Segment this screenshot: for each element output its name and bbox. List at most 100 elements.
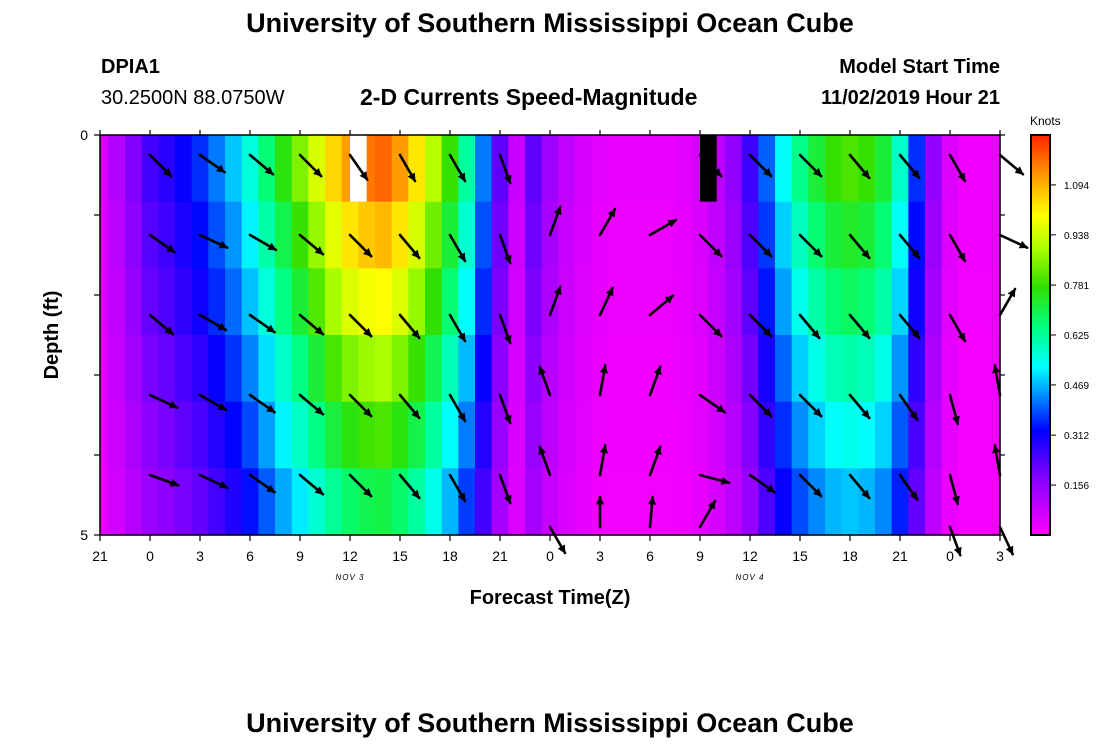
y-axis: 05 xyxy=(80,127,1005,543)
current-arrow xyxy=(848,233,871,260)
model-start-label: Model Start Time xyxy=(839,56,1000,78)
heatmap-cell xyxy=(675,335,693,403)
heatmap-cell xyxy=(741,335,759,403)
heatmap-cell xyxy=(325,268,343,336)
current-arrow xyxy=(948,525,962,557)
heatmap-cell xyxy=(658,468,676,536)
heatmap-cell xyxy=(391,135,409,203)
x-tick-label: 0 xyxy=(146,548,154,564)
heatmap-cell xyxy=(941,468,959,536)
current-arrow xyxy=(448,393,467,423)
heatmap-cell xyxy=(958,268,976,336)
x-axis: 21 0 3 6 9 12 15 18 21 0 3 6 9 12 15 18 21 0 3 NOV 3 NOV 4 xyxy=(92,130,1004,582)
heatmap-cell xyxy=(575,268,593,336)
heatmap-cell xyxy=(125,468,143,536)
heatmap-cell xyxy=(275,135,293,203)
heatmap-cell xyxy=(875,468,893,536)
current-arrow xyxy=(698,393,726,414)
heatmap-cell xyxy=(175,268,193,336)
current-arrow xyxy=(248,473,276,494)
heatmap-cell xyxy=(158,268,176,336)
heatmap-cell xyxy=(841,401,859,469)
heatmap-cell xyxy=(741,268,759,336)
heatmap-cell xyxy=(575,135,593,203)
current-arrow xyxy=(348,473,373,498)
heatmap-cell xyxy=(508,135,526,203)
current-arrow xyxy=(898,313,921,340)
x-tick-label: 0 xyxy=(546,548,554,564)
heatmap-cell xyxy=(225,201,243,269)
current-arrow xyxy=(948,473,960,506)
x-tick-label: 18 xyxy=(842,548,858,564)
heatmap-cell xyxy=(425,401,443,469)
heatmap-cell xyxy=(341,468,359,536)
heatmap-cell xyxy=(991,268,1001,336)
heatmap-cell xyxy=(825,201,843,269)
heatmap-cell xyxy=(175,201,193,269)
heatmap-cell xyxy=(925,201,943,269)
station-id: DPIA1 xyxy=(101,56,160,78)
heatmap-cell xyxy=(258,401,276,469)
current-arrow xyxy=(448,313,467,343)
current-arrow xyxy=(498,153,512,185)
heatmap-cell xyxy=(491,268,509,336)
heatmap-cell xyxy=(591,401,609,469)
heatmap-cell xyxy=(458,335,476,403)
heatmap-cell xyxy=(241,468,259,536)
heatmap-cell xyxy=(258,201,276,269)
heatmap-cell xyxy=(891,135,909,203)
heatmap-cell xyxy=(375,401,393,469)
heatmap-cell xyxy=(641,268,659,336)
heatmap-cell xyxy=(875,268,893,336)
heatmap-cell xyxy=(725,401,743,469)
heatmap-cell xyxy=(775,201,793,269)
heatmap-cell xyxy=(558,468,576,536)
heatmap-cell xyxy=(775,268,793,336)
heatmap-cell xyxy=(391,335,409,403)
heatmap-cell xyxy=(725,335,743,403)
current-arrow xyxy=(348,313,373,338)
heatmap-cell xyxy=(891,401,909,469)
heatmap-cell xyxy=(158,401,176,469)
heatmap-cell xyxy=(291,135,309,203)
heatmap-cell xyxy=(241,335,259,403)
heatmap-cell xyxy=(175,335,193,403)
heatmap-cell xyxy=(291,401,309,469)
heatmap-cell xyxy=(858,335,876,403)
heatmap-cell xyxy=(841,335,859,403)
current-arrow xyxy=(598,444,609,477)
heatmap-cell xyxy=(791,268,809,336)
heatmap-cell xyxy=(658,135,676,203)
heatmap-cell xyxy=(758,335,776,403)
heatmap-cell xyxy=(425,335,443,403)
heatmap-cell xyxy=(808,268,826,336)
heatmap-cell xyxy=(741,135,759,203)
heatmap-cell xyxy=(791,401,809,469)
heatmap-cell xyxy=(308,268,326,336)
current-arrow xyxy=(648,445,662,477)
heatmap-cell xyxy=(808,468,826,536)
x-tick-label: 15 xyxy=(792,548,808,564)
current-arrow xyxy=(848,393,871,420)
current-arrow xyxy=(798,473,823,498)
heatmap-cell xyxy=(100,401,109,469)
heatmap-cell xyxy=(925,468,943,536)
current-arrow xyxy=(998,153,1025,176)
heatmap-cell xyxy=(308,401,326,469)
heatmap-cell xyxy=(791,468,809,536)
heatmap-cell xyxy=(808,335,826,403)
heatmap-cell xyxy=(325,401,343,469)
current-arrow xyxy=(698,313,723,338)
current-arrow xyxy=(698,499,717,529)
heatmap-cell xyxy=(125,268,143,336)
x-tick-label: 12 xyxy=(342,548,358,564)
heatmap-cell xyxy=(441,268,459,336)
current-arrow xyxy=(748,313,773,338)
heatmap-cell xyxy=(275,401,293,469)
colorbar-tick-label: 1.094 xyxy=(1064,181,1089,192)
heatmap-cell xyxy=(441,335,459,403)
heatmap-cell xyxy=(141,401,159,469)
colorbar-tick-label: 0.469 xyxy=(1064,381,1089,392)
heatmap-cell xyxy=(408,335,426,403)
heatmap-cell xyxy=(625,401,643,469)
